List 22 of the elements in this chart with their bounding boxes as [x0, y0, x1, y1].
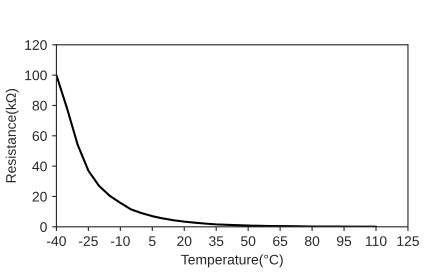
x-tick-label: 5	[148, 236, 156, 246]
y-tick-label: 100	[25, 70, 47, 80]
y-tick-label: 0	[40, 222, 47, 232]
x-tick-label: 65	[273, 236, 288, 246]
x-tick-label: 35	[209, 236, 224, 246]
x-tick-label: -10	[110, 236, 130, 246]
y-axis-title: Resistance(kΩ)	[6, 89, 19, 182]
y-tick-label: 60	[32, 131, 47, 141]
y-tick-label: 20	[32, 192, 47, 202]
y-tick-label: 120	[25, 40, 47, 50]
x-tick-label: 20	[177, 236, 192, 246]
y-tick-label: 80	[32, 100, 47, 111]
x-tick-label: 125	[397, 236, 419, 246]
x-tick-label: -40	[47, 236, 66, 246]
x-tick-label: 95	[336, 236, 352, 246]
x-tick-label: 50	[241, 236, 256, 246]
x-tick-label: 110	[366, 236, 387, 246]
x-tick-label: 80	[304, 236, 320, 246]
x-tick-label: -25	[78, 236, 98, 246]
y-tick-label: 40	[32, 161, 47, 172]
x-axis-title: Temperature(°C)	[181, 254, 283, 268]
line-series	[56, 74, 378, 227]
